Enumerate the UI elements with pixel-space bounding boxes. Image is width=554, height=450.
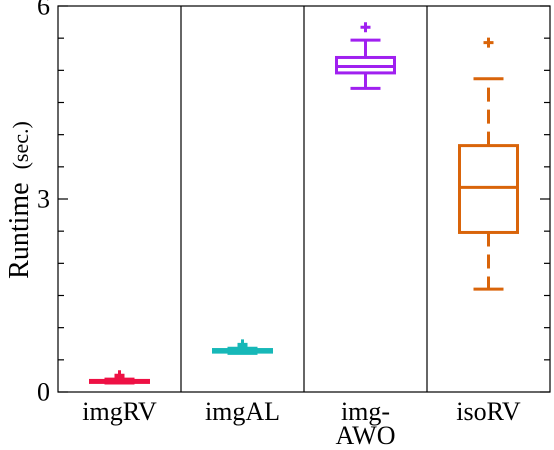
y-axis-label-unit: (sec.)	[8, 121, 33, 169]
category-label-line: imgRV	[82, 397, 157, 426]
y-axis-label-main: Runtime	[4, 182, 35, 278]
outlier-marker	[237, 339, 248, 350]
y-tick-label: 0	[37, 378, 50, 407]
category-label: img-AWO	[335, 397, 395, 450]
outlier-marker	[114, 370, 125, 381]
box-isorv	[458, 37, 519, 291]
box-series	[89, 22, 519, 385]
category-label: imgAL	[205, 397, 280, 426]
interquartile-box	[458, 144, 519, 234]
x-axis-category-labels: imgRV imgAL img-AWO isoRV	[82, 397, 521, 450]
outlier-marker	[483, 37, 494, 48]
category-label-line: img-	[341, 397, 390, 426]
box-imgrv	[89, 370, 150, 385]
y-tick-label: 3	[37, 185, 50, 214]
y-axis: 0 3 6	[37, 0, 550, 407]
category-label-line: imgAL	[205, 397, 280, 426]
box-img-awo	[335, 22, 396, 90]
box-imgal	[212, 339, 273, 355]
category-label-line: isoRV	[456, 397, 521, 426]
y-tick-label: 6	[37, 0, 50, 21]
y-axis-label: Runtime (sec.)	[4, 121, 35, 279]
outlier-marker	[360, 22, 371, 33]
category-label-line: AWO	[335, 421, 395, 450]
category-label: imgRV	[82, 397, 157, 426]
category-label: isoRV	[456, 397, 521, 426]
